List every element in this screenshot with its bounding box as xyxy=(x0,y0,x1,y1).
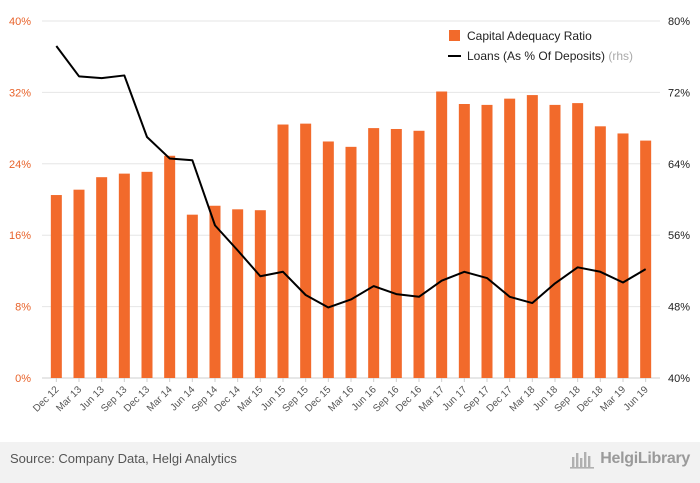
left-tick-label: 16% xyxy=(9,230,31,242)
bar xyxy=(413,130,425,378)
x-tick-label: Mar 19 xyxy=(598,384,628,414)
bar xyxy=(209,205,221,378)
right-tick-label: 48% xyxy=(668,302,690,314)
bar xyxy=(436,91,448,378)
left-tick-label: 32% xyxy=(9,87,31,99)
right-tick-label: 64% xyxy=(668,159,690,171)
left-tick-label: 40% xyxy=(9,16,31,28)
x-tick-label: Mar 15 xyxy=(236,384,266,414)
bar xyxy=(345,146,357,378)
right-tick-label: 72% xyxy=(668,87,690,99)
legend-label: Capital Adequacy Ratio xyxy=(467,29,592,43)
bar xyxy=(526,95,538,378)
bar xyxy=(481,104,493,379)
right-tick-label: 80% xyxy=(668,16,690,28)
brand-logo[interactable]: HelgiLibrary xyxy=(570,449,690,469)
x-tick-label: Mar 18 xyxy=(508,384,538,414)
bar xyxy=(640,140,652,378)
source-note: Source: Company Data, Helgi Analytics xyxy=(10,451,237,466)
bar xyxy=(232,209,244,378)
bar xyxy=(96,177,108,378)
left-tick-label: 0% xyxy=(15,373,31,385)
bar xyxy=(504,98,516,379)
bar xyxy=(300,123,312,378)
brand-name: HelgiLibrary xyxy=(600,450,690,467)
bar xyxy=(368,128,380,378)
x-tick-label: Mar 17 xyxy=(417,384,447,414)
x-tick-label: Mar 16 xyxy=(326,384,356,414)
legend-swatch-bar xyxy=(449,30,460,41)
loans-line xyxy=(55,45,647,309)
bar xyxy=(458,104,470,378)
bar xyxy=(617,133,629,378)
left-tick-label: 8% xyxy=(15,302,31,314)
left-tick-label: 24% xyxy=(9,159,31,171)
bar xyxy=(572,103,584,379)
bar xyxy=(594,126,606,378)
bar xyxy=(164,155,176,378)
bar xyxy=(277,124,289,378)
bar xyxy=(118,173,130,378)
x-tick-label: Jun 19 xyxy=(622,384,651,413)
chart-svg: 0%8%16%24%32%40%40%48%56%64%72%80%Dec 12… xyxy=(9,16,690,415)
bar xyxy=(254,210,266,378)
bar xyxy=(73,189,85,378)
x-tick-label: Mar 14 xyxy=(145,384,175,414)
bar xyxy=(50,195,62,378)
legend-suffix: (rhs) xyxy=(608,49,633,63)
legend-label: Loans (As % Of Deposits) (rhs) xyxy=(467,49,633,63)
right-tick-label: 40% xyxy=(668,373,690,385)
x-tick-label: Mar 13 xyxy=(54,384,84,414)
footer: Source: Company Data, Helgi Analytics He… xyxy=(0,442,700,483)
right-tick-label: 56% xyxy=(668,230,690,242)
bar xyxy=(186,214,198,378)
bar xyxy=(390,128,402,378)
bar xyxy=(322,141,334,378)
library-icon xyxy=(570,452,595,469)
bar xyxy=(549,104,561,379)
bar xyxy=(141,171,153,378)
